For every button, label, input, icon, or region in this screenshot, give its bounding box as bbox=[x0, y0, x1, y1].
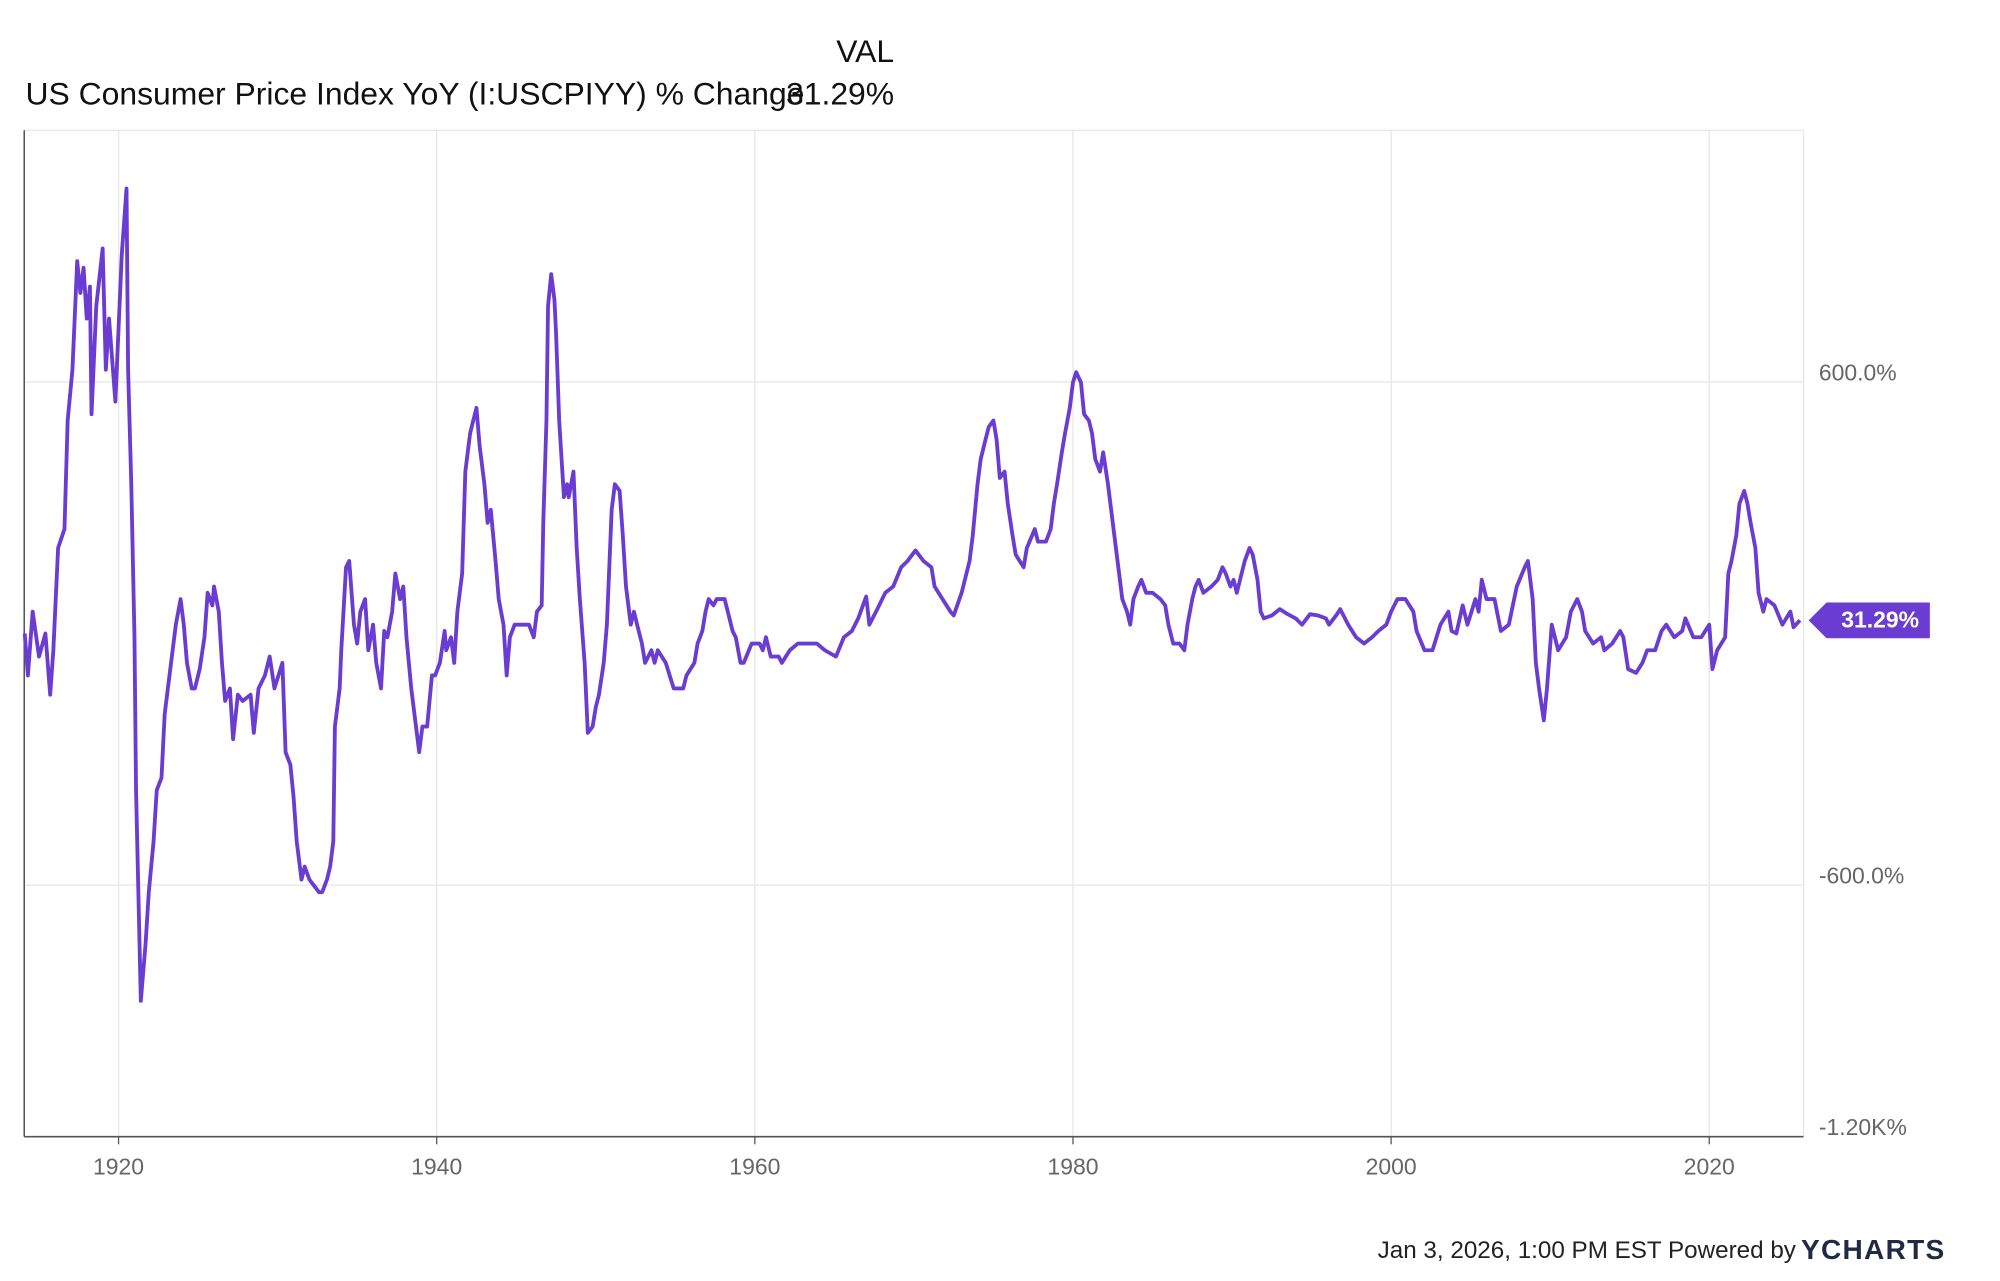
footer: Jan 3, 2026, 1:00 PM EST Powered by bbox=[1378, 1237, 1797, 1264]
y-tick-label: -600.0% bbox=[1819, 862, 1904, 888]
x-tick-label: 1920 bbox=[93, 1154, 144, 1180]
y-tick-label: 600.0% bbox=[1819, 359, 1897, 385]
x-tick-label: 1960 bbox=[729, 1154, 780, 1180]
x-tick-label: 1980 bbox=[1047, 1154, 1098, 1180]
series-value: 31.29% bbox=[786, 75, 894, 111]
value-badge-label: 31.29% bbox=[1841, 607, 1919, 633]
x-tick-label: 2000 bbox=[1366, 1154, 1417, 1180]
column-label: VAL bbox=[836, 33, 894, 69]
brand-logo: YCHARTS bbox=[1801, 1234, 1946, 1265]
y-tick-label: -1.20K% bbox=[1819, 1114, 1907, 1140]
value-badge bbox=[1808, 602, 1930, 639]
series-name: US Consumer Price Index YoY (I:USCPIYY) … bbox=[26, 75, 805, 111]
x-tick-label: 2020 bbox=[1684, 1154, 1735, 1180]
series-line bbox=[22, 186, 1802, 1003]
x-tick-label: 1940 bbox=[411, 1154, 462, 1180]
